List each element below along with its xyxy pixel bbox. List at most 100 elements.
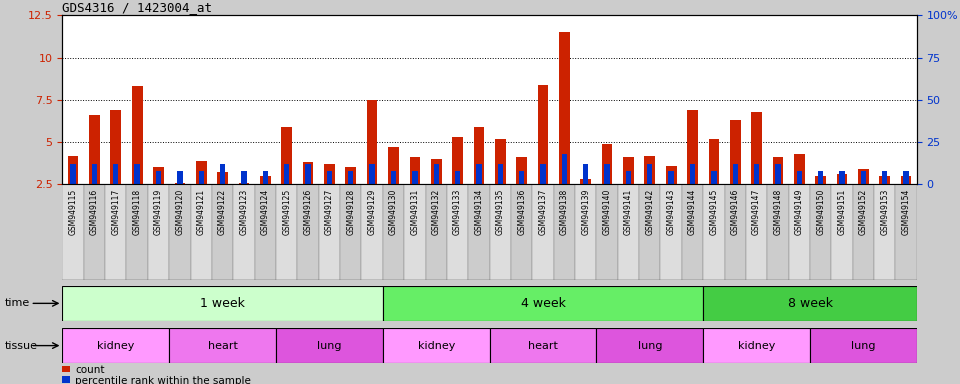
Bar bbox=[754, 164, 759, 184]
Text: GSM949148: GSM949148 bbox=[774, 189, 782, 235]
Text: GSM949120: GSM949120 bbox=[176, 189, 184, 235]
Bar bbox=[410, 157, 420, 184]
Bar bbox=[284, 164, 289, 184]
Bar bbox=[370, 164, 374, 184]
Text: GSM949132: GSM949132 bbox=[432, 189, 441, 235]
Text: GSM949152: GSM949152 bbox=[859, 189, 868, 235]
Bar bbox=[725, 184, 746, 280]
Text: GSM949140: GSM949140 bbox=[603, 189, 612, 235]
Bar bbox=[254, 184, 276, 280]
Bar bbox=[773, 157, 783, 184]
Bar bbox=[858, 169, 869, 184]
Bar bbox=[490, 328, 596, 363]
Bar bbox=[455, 171, 460, 184]
Bar bbox=[789, 184, 810, 280]
Bar bbox=[319, 184, 340, 280]
Bar bbox=[511, 184, 532, 280]
Bar bbox=[127, 184, 148, 280]
Bar bbox=[154, 167, 164, 184]
Bar bbox=[110, 110, 121, 184]
Bar bbox=[562, 154, 567, 184]
Bar bbox=[668, 171, 674, 184]
Bar bbox=[605, 164, 610, 184]
Bar bbox=[532, 184, 554, 280]
Text: heart: heart bbox=[207, 341, 237, 351]
Bar bbox=[730, 120, 740, 184]
Bar bbox=[89, 115, 100, 184]
Text: GSM949122: GSM949122 bbox=[218, 189, 228, 235]
Bar bbox=[468, 184, 490, 280]
Bar bbox=[711, 171, 716, 184]
Bar bbox=[495, 139, 506, 184]
Bar bbox=[647, 164, 653, 184]
Bar bbox=[575, 184, 596, 280]
Text: GSM949124: GSM949124 bbox=[261, 189, 270, 235]
Text: GSM949149: GSM949149 bbox=[795, 189, 804, 235]
Text: 4 week: 4 week bbox=[520, 297, 565, 310]
Bar bbox=[383, 184, 404, 280]
Bar bbox=[326, 171, 332, 184]
Text: GSM949142: GSM949142 bbox=[645, 189, 655, 235]
Bar bbox=[383, 286, 703, 321]
Bar bbox=[196, 161, 206, 184]
Bar bbox=[682, 184, 703, 280]
Bar bbox=[776, 164, 780, 184]
Bar bbox=[882, 171, 887, 184]
Bar bbox=[703, 184, 725, 280]
Bar bbox=[752, 112, 762, 184]
Text: GSM949151: GSM949151 bbox=[837, 189, 847, 235]
Bar bbox=[703, 328, 810, 363]
Bar bbox=[70, 164, 76, 184]
Bar bbox=[62, 328, 169, 363]
Text: GSM949128: GSM949128 bbox=[347, 189, 355, 235]
Bar bbox=[837, 174, 848, 184]
Bar bbox=[305, 164, 311, 184]
Bar bbox=[476, 164, 482, 184]
Text: GSM949139: GSM949139 bbox=[581, 189, 590, 235]
Bar bbox=[660, 184, 682, 280]
Bar bbox=[260, 176, 271, 184]
Bar bbox=[412, 171, 418, 184]
Bar bbox=[644, 156, 655, 184]
Text: lung: lung bbox=[317, 341, 342, 351]
Bar bbox=[362, 184, 383, 280]
Bar bbox=[666, 166, 677, 184]
Bar bbox=[346, 167, 356, 184]
Bar bbox=[708, 139, 719, 184]
Bar bbox=[519, 171, 524, 184]
Bar bbox=[383, 328, 490, 363]
Bar bbox=[815, 176, 826, 184]
Bar bbox=[169, 328, 276, 363]
Text: GSM949138: GSM949138 bbox=[560, 189, 569, 235]
Bar bbox=[446, 184, 468, 280]
Bar bbox=[348, 171, 353, 184]
Text: GSM949131: GSM949131 bbox=[410, 189, 420, 235]
Bar bbox=[241, 171, 247, 184]
Bar bbox=[903, 171, 909, 184]
Bar bbox=[92, 164, 97, 184]
Bar bbox=[618, 184, 639, 280]
Text: GSM949141: GSM949141 bbox=[624, 189, 633, 235]
Text: GSM949118: GSM949118 bbox=[132, 189, 142, 235]
Bar bbox=[602, 144, 612, 184]
Text: 8 week: 8 week bbox=[787, 297, 832, 310]
Bar bbox=[583, 164, 588, 184]
Bar bbox=[831, 184, 852, 280]
Bar bbox=[68, 156, 79, 184]
Text: GSM949129: GSM949129 bbox=[368, 189, 376, 235]
Bar bbox=[62, 184, 84, 280]
Bar bbox=[84, 184, 106, 280]
Bar bbox=[302, 162, 313, 184]
Text: GSM949154: GSM949154 bbox=[901, 189, 911, 235]
Bar bbox=[596, 184, 618, 280]
Text: GSM949127: GSM949127 bbox=[324, 189, 334, 235]
Bar bbox=[690, 164, 695, 184]
Bar bbox=[148, 184, 169, 280]
Text: GSM949123: GSM949123 bbox=[239, 189, 249, 235]
Bar bbox=[239, 183, 250, 184]
Bar bbox=[879, 176, 890, 184]
Bar bbox=[425, 184, 446, 280]
Text: GSM949136: GSM949136 bbox=[517, 189, 526, 235]
Bar bbox=[298, 184, 319, 280]
Bar bbox=[839, 171, 845, 184]
